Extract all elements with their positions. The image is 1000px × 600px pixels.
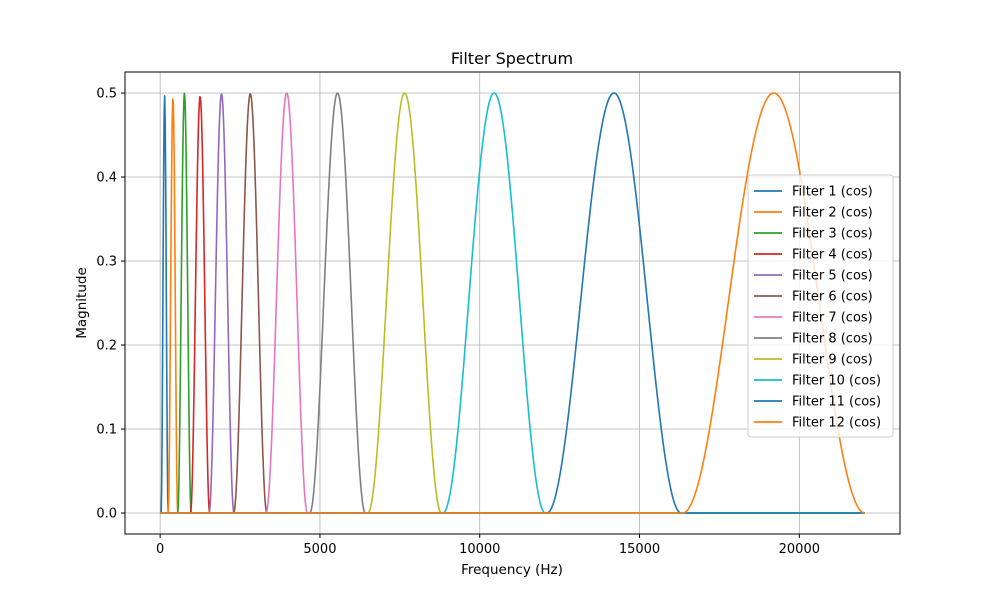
y-tick-label: 0.2 xyxy=(96,339,117,354)
axis-ticks: 0 5000 10000 15000 20000 0.0 0.1 0.2 0.3 0.4 0.5 xyxy=(96,87,820,558)
x-tick-label: 5000 xyxy=(303,542,336,557)
legend-label: Filter 6 (cos) xyxy=(792,290,873,305)
legend-label: Filter 5 (cos) xyxy=(792,269,873,284)
legend-box xyxy=(747,174,894,438)
y-tick-label: 0.3 xyxy=(96,255,117,270)
legend-label: Filter 7 (cos) xyxy=(792,311,873,326)
legend-label: Filter 4 (cos) xyxy=(792,248,873,263)
y-tick-label: 0.0 xyxy=(96,507,117,522)
plot-frame xyxy=(124,71,901,535)
y-axis-label: Magnitude xyxy=(74,267,90,339)
legend-label: Filter 12 (cos) xyxy=(792,416,881,431)
legend-label: Filter 10 (cos) xyxy=(792,374,881,389)
x-axis-label: Frequency (Hz) xyxy=(461,562,563,578)
x-tick-label: 10000 xyxy=(459,542,500,557)
x-tick-label: 15000 xyxy=(619,542,660,557)
x-tick-label: 20000 xyxy=(779,542,820,557)
legend-label: Filter 9 (cos) xyxy=(792,353,873,368)
legend-label: Filter 3 (cos) xyxy=(792,227,873,242)
x-tick-label: 0 xyxy=(156,542,164,557)
y-tick-label: 0.1 xyxy=(96,423,117,438)
legend: Filter 1 (cos) Filter 2 (cos) Filter 3 (co… xyxy=(747,174,894,438)
y-tick-label: 0.5 xyxy=(96,87,117,102)
y-tick-label: 0.4 xyxy=(96,171,117,186)
series-layer xyxy=(159,92,866,514)
chart-title: Filter Spectrum xyxy=(451,49,573,68)
series-line-filter-12 xyxy=(159,92,866,514)
legend-label: Filter 8 (cos) xyxy=(792,332,873,347)
legend-label: Filter 2 (cos) xyxy=(792,206,873,221)
legend-label: Filter 1 (cos) xyxy=(792,185,873,200)
legend-label: Filter 11 (cos) xyxy=(792,395,881,410)
